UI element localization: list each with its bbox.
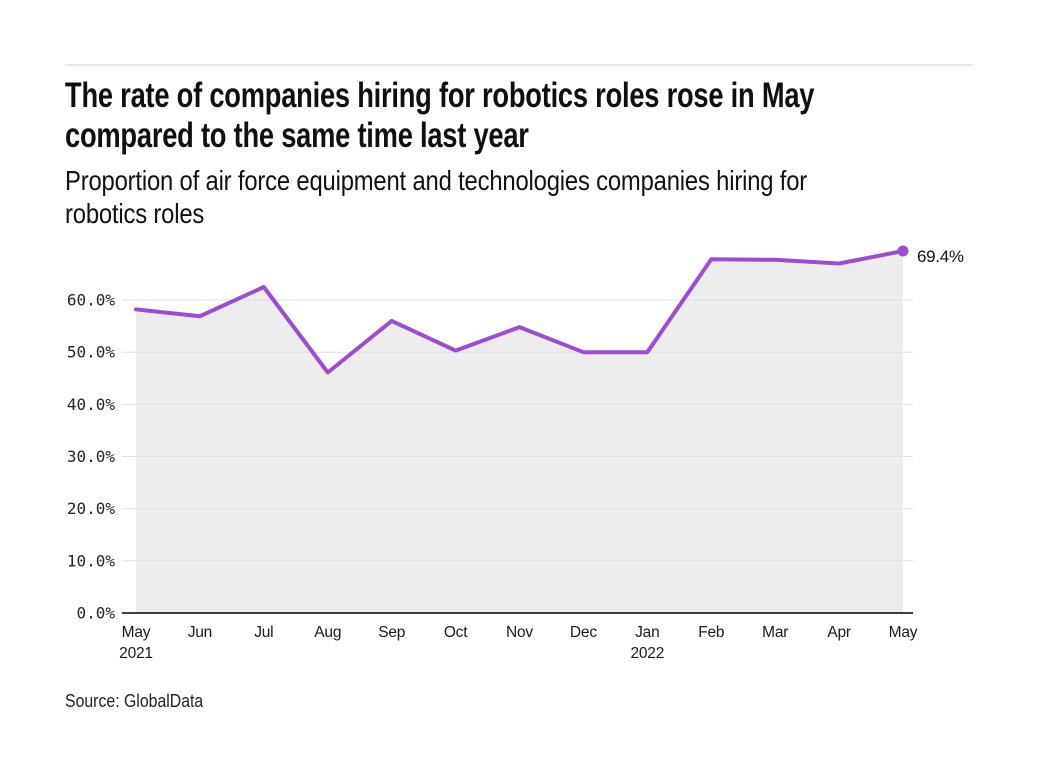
x-tick-label: Feb (698, 624, 724, 641)
x-tick-label: Apr (827, 624, 851, 641)
x-year-label: 2022 (630, 645, 664, 662)
x-tick-label: Aug (314, 624, 341, 641)
y-tick-label: 50.0% (67, 343, 116, 362)
trend-line (134, 249, 905, 375)
x-tick-label: Jan (635, 624, 659, 641)
chart-title-line-2: compared to the same time last year (65, 116, 529, 155)
x-tick-label: Mar (762, 624, 788, 641)
chart-subtitle-line-1: Proportion of air force equipment and te… (65, 165, 808, 196)
x-tick-label: Oct (444, 624, 468, 641)
x-tick-label: Jun (188, 624, 212, 641)
chart-title-line-1: The rate of companies hiring for robotic… (65, 76, 815, 115)
area-fill (136, 251, 903, 613)
chart-subtitle-line-2: robotics roles (65, 198, 205, 229)
end-point-dot (897, 245, 909, 257)
y-tick-label: 60.0% (67, 291, 116, 310)
top-divider (65, 64, 973, 66)
chart-subtitle: Proportion of air force equipment and te… (65, 164, 807, 230)
x-year-label: 2021 (119, 645, 153, 662)
x-tick-label: Nov (506, 624, 533, 641)
x-tick-label: May (122, 624, 151, 641)
x-tick-label: Sep (378, 624, 405, 641)
chart-title: The rate of companies hiring for robotic… (65, 76, 814, 156)
y-tick-label: 20.0% (67, 499, 116, 518)
y-tick-label: 40.0% (67, 395, 116, 414)
source-note: Source: GlobalData (65, 691, 204, 711)
y-tick-label: 10.0% (67, 551, 116, 570)
end-value-label: 69.4% (917, 247, 964, 266)
y-tick-label: 0.0% (76, 604, 115, 623)
x-tick-label: Jul (254, 624, 273, 641)
x-tick-label: May (889, 624, 918, 641)
y-tick-label: 30.0% (67, 447, 116, 466)
x-tick-label: Dec (570, 624, 597, 641)
